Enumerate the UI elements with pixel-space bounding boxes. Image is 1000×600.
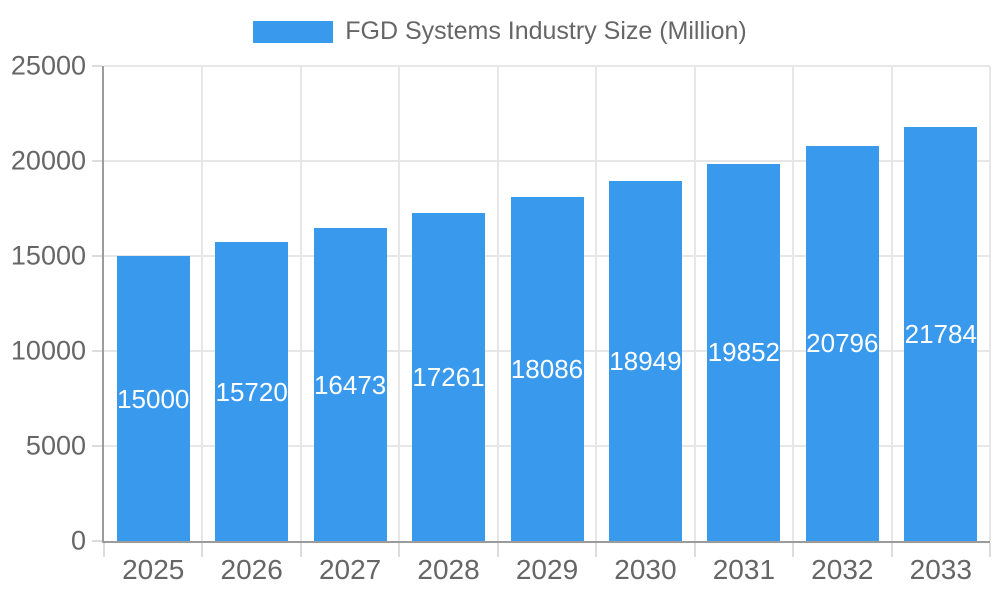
x-axis-category-label: 2025 bbox=[122, 554, 185, 585]
bar: 16473 bbox=[313, 228, 387, 541]
legend-label: FGD Systems Industry Size (Million) bbox=[345, 17, 747, 46]
bar: 17261 bbox=[412, 213, 486, 541]
gridline-v bbox=[201, 66, 204, 541]
y-axis-tick-label: 0 bbox=[70, 525, 86, 556]
y-axis-tick bbox=[92, 445, 102, 447]
gridline-h bbox=[104, 65, 990, 67]
x-axis-tick bbox=[299, 543, 302, 557]
x-axis-category-label: 2027 bbox=[318, 554, 382, 585]
gridline-v bbox=[595, 66, 598, 541]
gridline-v bbox=[496, 66, 499, 541]
y-axis-tick bbox=[92, 540, 102, 542]
y-axis-tick-label: 15000 bbox=[10, 240, 86, 271]
y-axis-tick bbox=[92, 255, 102, 257]
x-axis-category-label: 2031 bbox=[712, 554, 776, 585]
bar-value-label: 16473 bbox=[313, 369, 387, 400]
gridline-v bbox=[299, 66, 302, 541]
x-axis-category-label: 2026 bbox=[220, 554, 283, 585]
bar-value-label: 21784 bbox=[904, 319, 977, 350]
gridline-v bbox=[792, 66, 795, 541]
bar: 19852 bbox=[707, 163, 781, 541]
gridline-v bbox=[989, 66, 991, 541]
bar: 15000 bbox=[116, 256, 190, 541]
y-axis-tick-label: 25000 bbox=[10, 50, 86, 81]
legend-swatch bbox=[253, 21, 334, 43]
x-axis-tick bbox=[595, 543, 598, 557]
gridline-v bbox=[693, 66, 696, 541]
gridline-h bbox=[104, 160, 990, 162]
x-axis-category-label: 2032 bbox=[811, 554, 874, 585]
x-axis-category-label: 2028 bbox=[417, 554, 480, 585]
y-axis-tick-label: 5000 bbox=[25, 430, 86, 461]
gridline-v bbox=[398, 66, 401, 541]
x-axis-tick bbox=[496, 543, 499, 557]
bar-value-label: 19852 bbox=[707, 337, 781, 368]
bar: 20796 bbox=[805, 145, 879, 541]
x-axis-tick bbox=[890, 543, 893, 557]
plot-area: 0 5000 10000 15000 20000 25000 15000 2025 15720 2… bbox=[11, 52, 991, 584]
chart-legend[interactable]: FGD Systems Industry Size (Million) bbox=[0, 12, 1000, 52]
bar: 18086 bbox=[510, 197, 584, 541]
bar: 18949 bbox=[608, 180, 682, 541]
x-axis-tick bbox=[103, 543, 105, 557]
gridline-v bbox=[890, 66, 893, 541]
x-axis-tick bbox=[693, 543, 696, 557]
x-axis-tick bbox=[201, 543, 204, 557]
x-axis-tick bbox=[792, 543, 795, 557]
y-axis-tick-label: 20000 bbox=[10, 145, 86, 176]
y-axis-tick bbox=[92, 65, 102, 67]
bar-value-label: 15720 bbox=[215, 376, 288, 407]
bar-value-label: 18086 bbox=[510, 354, 584, 385]
x-axis-tick bbox=[989, 543, 991, 557]
x-axis-tick bbox=[398, 543, 401, 557]
y-axis-tick-label: 10000 bbox=[10, 335, 86, 366]
bar-value-label: 18949 bbox=[609, 345, 682, 376]
bar: 21784 bbox=[904, 127, 978, 541]
bar-value-label: 17261 bbox=[412, 362, 485, 393]
x-axis-category-label: 2033 bbox=[909, 554, 972, 585]
y-axis-tick bbox=[92, 160, 102, 162]
x-axis-category-label: 2030 bbox=[614, 554, 677, 585]
x-axis-category-label: 2029 bbox=[515, 554, 579, 585]
y-axis-tick bbox=[92, 350, 102, 352]
bar-value-label: 15000 bbox=[117, 383, 190, 414]
bar-value-label: 20796 bbox=[806, 328, 879, 359]
bar: 15720 bbox=[215, 242, 289, 541]
